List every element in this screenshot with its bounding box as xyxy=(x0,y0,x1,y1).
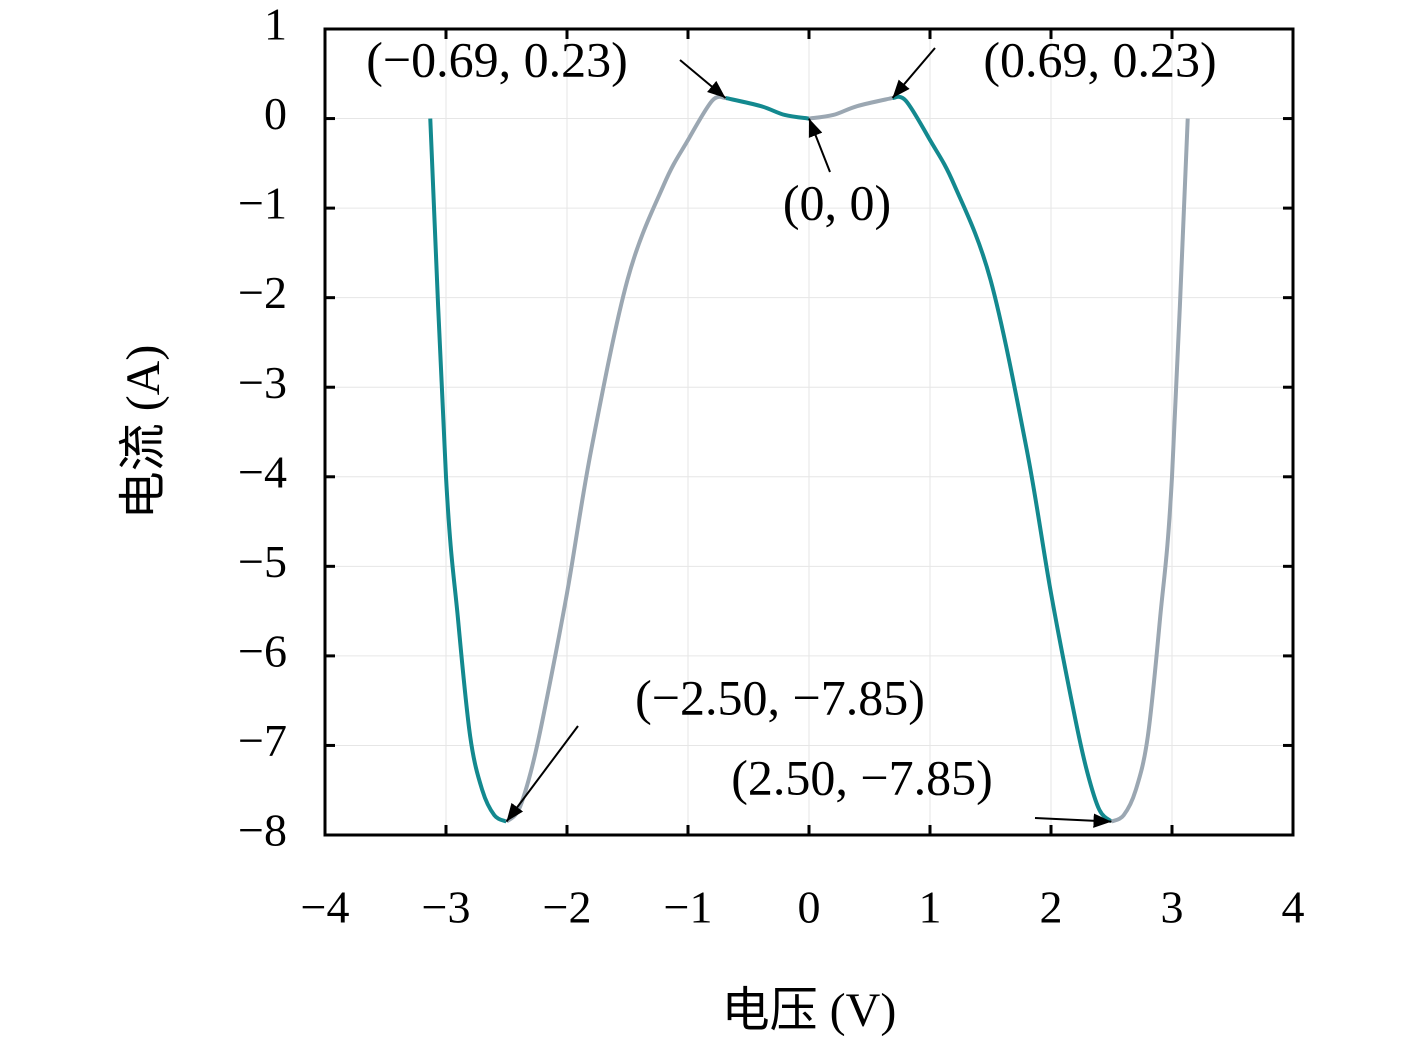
annotation-label: (0.69, 0.23) xyxy=(983,31,1216,87)
annotation-arrow xyxy=(808,118,831,173)
x-tick-label: −2 xyxy=(543,882,592,933)
x-tick-label: −4 xyxy=(301,882,350,933)
y-tick-label: −3 xyxy=(238,357,287,408)
y-tick-label: 1 xyxy=(264,0,287,50)
x-tick-label: −1 xyxy=(664,882,713,933)
annotation-label: (2.50, −7.85) xyxy=(731,749,993,805)
x-tick-label: 2 xyxy=(1040,882,1063,933)
y-tick-label: −4 xyxy=(238,446,287,497)
annotation-label: (0, 0) xyxy=(783,174,891,230)
y-tick-label: −7 xyxy=(238,715,287,766)
y-tick-label: −1 xyxy=(238,178,287,229)
x-axis-label: 电压 (V) xyxy=(722,984,897,1037)
y-tick-label: 0 xyxy=(264,88,287,139)
x-tick-label: 1 xyxy=(919,882,942,933)
y-tick-label: −8 xyxy=(238,805,287,856)
annotation-arrow xyxy=(1034,813,1112,828)
x-tick-label: 4 xyxy=(1282,882,1305,933)
x-tick-label: −3 xyxy=(422,882,471,933)
x-tick-label: 0 xyxy=(798,882,821,933)
y-tick-label: −2 xyxy=(238,267,287,318)
y-axis-label: 电流 (A) xyxy=(117,345,170,520)
annotation-arrow xyxy=(891,47,936,99)
annotation-arrow xyxy=(679,59,727,99)
annotation-arrow xyxy=(505,725,579,823)
data-line xyxy=(505,94,1190,824)
annotation-label: (−0.69, 0.23) xyxy=(366,31,628,87)
x-tick-label: 3 xyxy=(1161,882,1184,933)
y-tick-label: −5 xyxy=(238,536,287,587)
y-tick-label: −6 xyxy=(238,625,287,676)
plot-frame xyxy=(323,27,1295,837)
data-line xyxy=(428,94,1113,824)
annotation-label: (−2.50, −7.85) xyxy=(635,669,925,725)
